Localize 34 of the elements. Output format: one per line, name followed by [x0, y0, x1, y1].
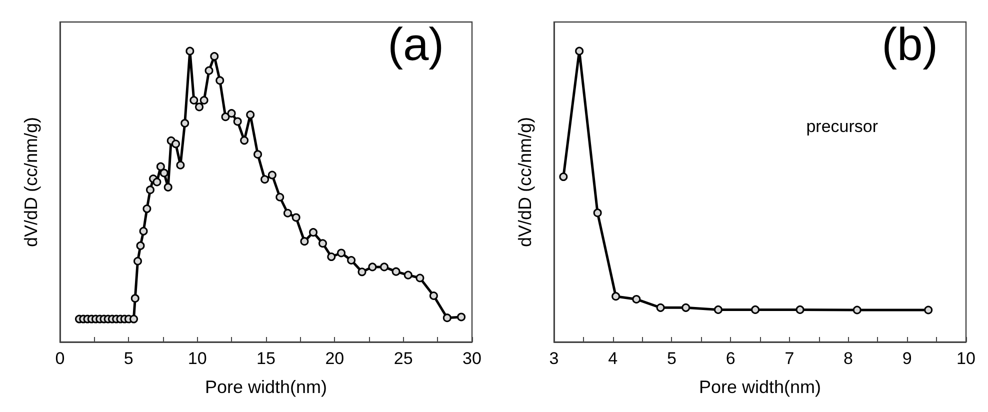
x-tick-label: 20 [325, 349, 344, 368]
point [924, 306, 933, 314]
point [852, 306, 862, 314]
x-tick-label: 15 [256, 349, 276, 368]
x-tick-label: 0 [55, 349, 65, 368]
x-tick-label: 4 [608, 349, 618, 368]
point [751, 305, 760, 314]
x-tick-label: 3 [549, 349, 559, 368]
chart-title: (a) [388, 18, 444, 70]
x-tick-label: 5 [666, 349, 676, 368]
point [656, 303, 665, 312]
y-axis-title: dV/dD (cc/nm/g) [515, 116, 535, 248]
x-tick-label: 6 [726, 349, 736, 368]
point [612, 292, 620, 301]
x-tick-label: 10 [956, 349, 976, 368]
point [593, 208, 602, 218]
point [632, 294, 641, 304]
point [575, 46, 584, 56]
point [796, 305, 804, 314]
x-axis-title: Pore width(nm) [204, 377, 328, 397]
x-axis-title: Pore width(nm) [698, 377, 822, 397]
x-tick-label: 30 [462, 349, 482, 368]
x-tick-label: 7 [784, 349, 794, 368]
chart-title: (b) [882, 18, 938, 70]
point [682, 303, 690, 312]
annotation: precursor [806, 117, 878, 136]
x-tick-label: 10 [188, 349, 207, 368]
x-tick-label: 5 [124, 349, 134, 368]
point [714, 305, 722, 314]
x-tick-label: 9 [902, 349, 912, 368]
x-tick-label: 25 [394, 349, 413, 368]
x-tick-label: 8 [844, 349, 854, 368]
point [559, 172, 568, 182]
y-axis-title: dV/dD (cc/nm/g) [21, 116, 41, 248]
